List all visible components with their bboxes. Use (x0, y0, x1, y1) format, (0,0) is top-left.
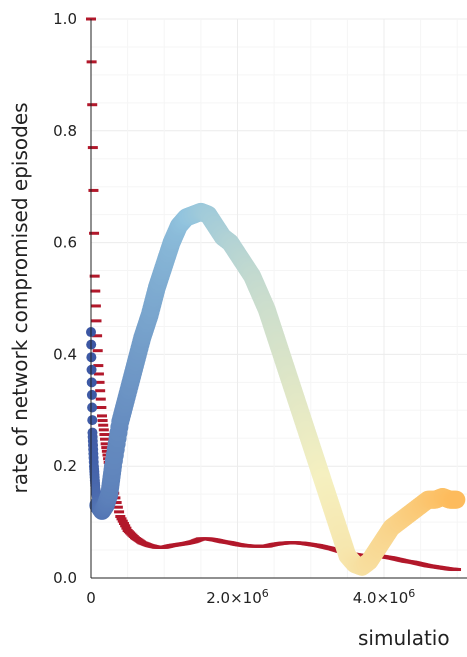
red-series-point (451, 568, 462, 572)
x-tick-label: 0 (86, 589, 96, 607)
red-series-point (117, 519, 128, 523)
red-series-point (92, 349, 103, 353)
red-series-point (89, 231, 100, 235)
red-series-point (115, 515, 126, 519)
y-tick-label: 0.6 (53, 234, 77, 252)
red-series-point (100, 437, 111, 441)
y-axis-label: rate of network compromised episodes (8, 102, 32, 493)
red-series-point (99, 433, 110, 437)
gradient-series-point (86, 377, 97, 388)
red-series-point (96, 406, 107, 410)
gradient-series-point (87, 402, 98, 413)
red-series-point (89, 274, 100, 278)
x-axis-label: simulatio (358, 626, 450, 650)
red-series-point (118, 521, 129, 525)
gradient-series-point (447, 490, 466, 509)
red-series-point (101, 446, 112, 450)
x-tick-label: 4.0×106 (353, 587, 416, 607)
red-series-point (87, 146, 98, 150)
red-series-point (87, 103, 98, 107)
red-series-point (95, 389, 106, 393)
red-series-point (112, 505, 123, 509)
red-series-point (88, 188, 99, 192)
red-series-point (91, 319, 102, 323)
red-series-point (98, 423, 109, 427)
red-series-point (93, 372, 104, 376)
red-series-point (114, 510, 125, 514)
red-series-point (93, 364, 104, 368)
gradient-series-point (86, 364, 97, 375)
y-tick-label: 1.0 (53, 10, 77, 28)
x-tick-labels: 0 2.0×106 4.0×106 (86, 587, 415, 607)
red-series-point (97, 419, 108, 423)
red-series-point (90, 289, 101, 293)
gradient-series-point (87, 415, 98, 426)
red-series-point (116, 517, 127, 521)
red-series-point (90, 304, 101, 308)
y-tick-label: 0.4 (53, 345, 77, 363)
red-series-point (120, 524, 131, 528)
data-marks (86, 17, 466, 576)
y-tick-label: 0.8 (53, 122, 77, 140)
red-series-point (95, 397, 106, 401)
y-tick-label: 0.2 (53, 457, 77, 475)
x-tick-label: 2.0×106 (206, 587, 269, 607)
red-series-point (100, 442, 111, 446)
red-series-point (92, 334, 103, 338)
red-series-point (98, 428, 109, 432)
red-series-point (111, 501, 122, 505)
red-series-point (121, 526, 132, 530)
red-series-point (86, 60, 97, 64)
red-series-point (94, 380, 105, 384)
y-tick-label: 0.0 (53, 569, 77, 587)
y-tick-labels: 0.0 0.2 0.4 0.6 0.8 1.0 (53, 10, 77, 587)
gradient-series-point (86, 389, 97, 400)
red-series-point (96, 414, 107, 418)
